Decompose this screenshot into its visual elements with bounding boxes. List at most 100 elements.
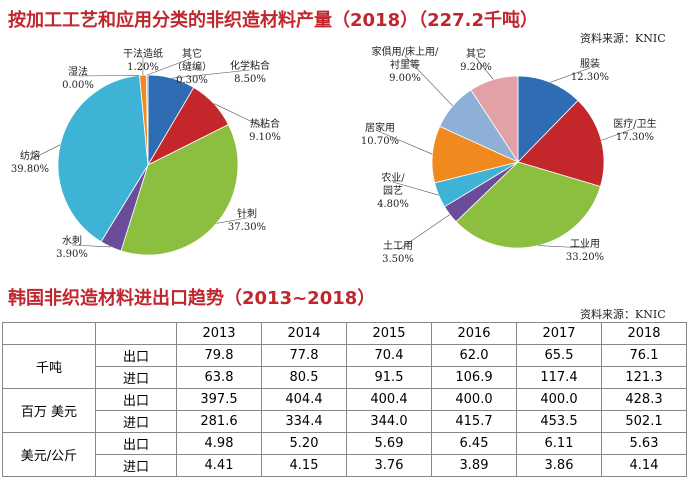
table-row: 百万 美元 出口 397.5 404.4 400.4 400.0 400.0 428.3 [2, 388, 687, 433]
table-cell: 4.41 [176, 454, 262, 477]
slice-name: 居家用 [364, 123, 395, 134]
slice-label: 针刺 37.30% [228, 208, 266, 234]
slice-name: 针刺 [236, 209, 257, 220]
slice-label: 其它 （缝编） 0.30% [172, 48, 212, 87]
pie-slice [455, 161, 601, 249]
slice-label: 工业用 33.20% [566, 238, 604, 264]
slice-value: 0.00% [62, 80, 94, 91]
slice-name: 湿法 [68, 67, 88, 78]
table-cell: 进口 [95, 454, 177, 477]
table-cell: 千吨 [2, 344, 96, 389]
slice-value: 37.30% [227, 222, 267, 233]
table-row: 进口 281.6 334.4 344.0 415.7 453.5 502.1 [3, 410, 687, 433]
table-cell: 397.5 [176, 388, 262, 411]
slice-value: 9.00% [389, 73, 421, 84]
slice-label: 医疗/卫生 17.30% [613, 118, 656, 144]
leader-line [147, 57, 193, 76]
table-cell: 5.69 [346, 432, 432, 455]
slice-value: 9.20% [460, 62, 492, 73]
table-cell: 117.4 [516, 366, 602, 389]
leader-line [77, 75, 140, 77]
table-cell: 4.98 [176, 432, 262, 455]
table-cell: 453.5 [516, 410, 602, 433]
slice-name: 医疗/卫生 [613, 119, 657, 130]
table-cell: 400.0 [431, 388, 517, 411]
table-cell: 400.0 [516, 388, 602, 411]
slice-label: 湿法 0.00% [62, 66, 94, 92]
leader-line [171, 69, 251, 79]
header-row: 2013 2014 2015 2016 2017 2018 [2, 322, 687, 345]
slice-value: 3.90% [56, 249, 88, 260]
slice-label: 农业/ 园艺 4.80% [377, 172, 409, 211]
slice-value: 8.50% [234, 74, 266, 85]
section-source: 资料来源：KNIC [580, 308, 666, 321]
table-cell: 4.14 [601, 454, 687, 477]
table-cell: 3.76 [346, 454, 432, 477]
table-cell: 进口 [95, 410, 177, 433]
pie-slice [120, 124, 239, 256]
leader-line [71, 244, 111, 248]
slice-value: 4.80% [377, 199, 409, 210]
slice-label: 居家用 10.70% [361, 122, 399, 148]
table-cell: 2016 [431, 322, 517, 345]
pie-slice [470, 75, 519, 164]
table-cell: 出口 [95, 432, 177, 455]
table-cell: 2015 [346, 322, 432, 345]
table-row: 进口 4.41 4.15 3.76 3.89 3.86 4.14 [3, 454, 687, 477]
table-cell: 404.4 [261, 388, 347, 411]
leader-line [404, 55, 453, 107]
table-row: 千吨 出口 79.8 77.8 70.4 62.0 65.5 76.1 [2, 344, 687, 389]
table-cell: 79.8 [176, 344, 262, 367]
pie-slice [517, 99, 605, 188]
table-cell: 5.20 [261, 432, 347, 455]
table-cell: 3.86 [516, 454, 602, 477]
table-cell: 121.3 [601, 366, 687, 389]
table-cell: 65.5 [516, 344, 602, 367]
slice-name: 服装 [579, 59, 600, 70]
table-cell: 出口 [95, 344, 177, 367]
table-cell [2, 322, 96, 345]
leader-line [601, 127, 636, 141]
leader-line [475, 57, 494, 80]
table-cell: 428.3 [601, 388, 687, 411]
table-cell: 2013 [176, 322, 262, 345]
slice-name: 水刺 [62, 236, 82, 247]
slice-label: 热粘合 9.10% [249, 118, 281, 144]
table-cell: 77.8 [261, 344, 347, 367]
slice-label: 干法造纸 1.20% [123, 48, 163, 74]
table-cell: 2017 [516, 322, 602, 345]
leader-line [550, 67, 591, 83]
table-cell: 106.9 [431, 366, 517, 389]
table-cell: 进口 [95, 366, 177, 389]
slice-label: 土工用 3.50% [382, 240, 414, 266]
slice-label: 纺熔 39.80% [11, 150, 49, 176]
leader-line [538, 245, 586, 249]
trade-table: 2013 2014 2015 2016 2017 2018 千吨 出口 79.8 77.8 70.4… [2, 322, 687, 477]
table-cell: 400.4 [346, 388, 432, 411]
slice-value: 0.30% [176, 75, 208, 86]
table-cell: 2014 [261, 322, 347, 345]
slice-name: 农业/ 园艺 [381, 173, 405, 197]
slice-name: 家俱用/床上用/ 衬里等 [371, 47, 439, 71]
slice-label: 服装 12.30% [571, 58, 609, 84]
slice-label: 其它 9.20% [460, 48, 492, 74]
table-cell: 63.8 [176, 366, 262, 389]
table-cell: 3.89 [431, 454, 517, 477]
pie-charts [29, 55, 636, 256]
table-cell: 281.6 [176, 410, 262, 433]
source: 资料来源：KNIC [580, 32, 666, 45]
table-cell: 344.0 [346, 410, 432, 433]
slice-name: 土工用 [383, 241, 413, 252]
leader-line [397, 214, 451, 251]
table-cell: 502.1 [601, 410, 687, 433]
section-title: 韩国非织造材料进出口趋势（2013~2018） [8, 288, 376, 309]
title: 按加工工艺和应用分类的非织造材料产量（2018）（227.2千吨） [8, 10, 539, 31]
table-row: 美元/公斤 出口 4.98 5.20 5.69 6.45 6.11 5.63 [2, 432, 687, 477]
table-cell: 出口 [95, 388, 177, 411]
slice-name: 干法造纸 [123, 49, 163, 60]
table-cell: 76.1 [601, 344, 687, 367]
slice-label: 水刺 3.90% [56, 235, 88, 261]
slice-value: 33.20% [565, 252, 605, 263]
table-cell: 2018 [601, 322, 687, 345]
